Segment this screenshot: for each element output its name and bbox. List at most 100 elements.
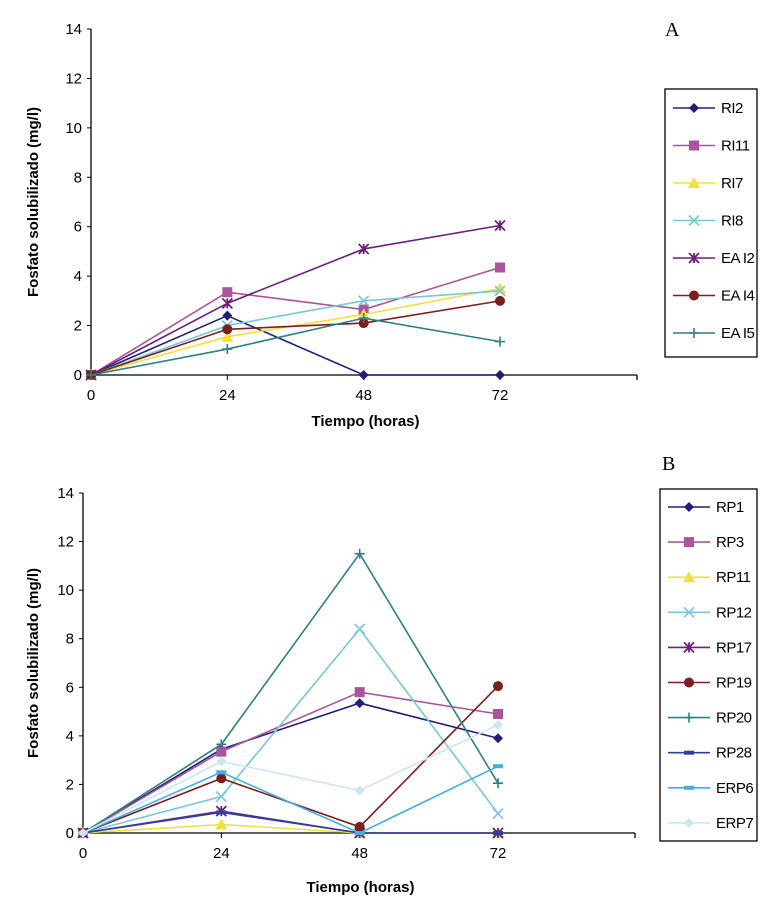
series-eai4	[86, 295, 505, 380]
y-tick-label: 14	[57, 485, 74, 502]
series-rp12	[77, 623, 504, 839]
legend: RP1 RP3 RP11 RP12 RP17 RP19 RP20 RP28 ERP6 ERP7	[659, 488, 758, 842]
data-point	[358, 370, 369, 380]
data-point	[493, 681, 503, 692]
data-point	[216, 770, 227, 775]
x-tick-label: 72	[492, 387, 509, 404]
legend-item: RP12	[668, 604, 752, 621]
series-line	[82, 552, 499, 834]
y-axis-title: Fosfato solubilizado (mg/l)	[25, 107, 42, 297]
legend: RI2 RI11 RI7 RI8 EA I2 EA I4 EA I5	[664, 88, 758, 358]
data-point	[222, 324, 233, 335]
legend-marker	[683, 641, 695, 654]
data-point	[495, 370, 505, 380]
data-point	[354, 821, 365, 832]
series-line	[90, 266, 501, 376]
data-point	[216, 746, 227, 757]
data-point	[493, 764, 503, 769]
data-point	[494, 219, 506, 232]
legend-label: RI2	[721, 100, 743, 117]
series-rp28	[78, 810, 503, 835]
data-point	[221, 330, 234, 342]
data-point	[494, 285, 506, 297]
series-rp3	[78, 687, 503, 838]
data-point	[493, 709, 503, 719]
legend-label: RP20	[716, 710, 752, 727]
series-line	[90, 317, 501, 376]
series-line	[90, 314, 500, 376]
legend-item: RI7	[673, 175, 744, 192]
legend-label: RP17	[716, 639, 752, 656]
data-point	[493, 733, 503, 744]
series-line	[90, 224, 501, 376]
data-point	[216, 773, 227, 784]
legend-item: EA I2	[673, 250, 755, 267]
legend-marker	[684, 712, 694, 723]
series-line	[90, 300, 501, 376]
legend-item: RP3	[668, 534, 744, 551]
y-tick-label: 0	[74, 367, 82, 384]
data-point	[354, 548, 365, 559]
legend-item: RP17	[668, 639, 752, 656]
series-line	[82, 823, 498, 834]
y-tick-label: 10	[57, 582, 74, 599]
data-point	[215, 791, 227, 803]
data-point	[493, 831, 503, 835]
legend-label: EA I5	[721, 325, 755, 342]
data-point	[221, 297, 233, 309]
y-tick-label: 6	[74, 219, 82, 236]
x-tick-label: 24	[219, 387, 236, 404]
data-point	[495, 336, 505, 347]
y-tick-label: 8	[66, 631, 74, 648]
legend-marker	[688, 252, 700, 264]
series-eai5	[86, 313, 505, 380]
y-tick-label: 6	[66, 679, 74, 696]
legend-marker	[689, 290, 699, 301]
series-line	[82, 724, 499, 834]
y-tick-label: 2	[74, 318, 82, 335]
data-point	[495, 262, 505, 273]
legend-marker	[688, 177, 700, 188]
legend-item: ERP7	[668, 815, 754, 832]
legend-item: RI2	[673, 100, 744, 117]
x-axis-title: Tiempo (horas)	[311, 413, 419, 430]
data-point	[354, 785, 365, 796]
data-point	[493, 719, 503, 730]
y-tick-label: 8	[74, 169, 82, 186]
legend-item: RP19	[668, 675, 752, 692]
legend-marker	[688, 214, 700, 227]
series-line	[90, 290, 501, 376]
legend-marker	[684, 677, 694, 688]
x-tick-label: 0	[79, 845, 87, 862]
y-tick-label: 4	[74, 268, 82, 285]
y-tick-label: 2	[66, 776, 74, 793]
legend-item: RI8	[673, 213, 744, 230]
series-line	[82, 765, 499, 834]
x-tick-label: 0	[87, 387, 95, 404]
series-line	[82, 691, 499, 834]
legend-item: ERP6	[668, 780, 754, 797]
legend-label: RI8	[721, 213, 743, 230]
data-point	[222, 344, 233, 355]
legend-label: RP19	[716, 675, 752, 692]
legend-marker	[684, 817, 694, 828]
legend-label: EA I4	[721, 288, 755, 305]
data-point	[354, 698, 365, 709]
x-tick-label: 48	[351, 845, 368, 862]
data-point	[222, 287, 233, 298]
series-line	[82, 627, 499, 834]
y-tick-label: 4	[66, 728, 74, 745]
legend-item: RP11	[668, 569, 751, 586]
x-tick-label: 72	[490, 845, 507, 862]
legend-marker	[684, 750, 694, 755]
legend-label: RI11	[721, 138, 750, 155]
data-point	[358, 295, 370, 307]
y-tick-label: 0	[66, 825, 74, 842]
x-tick-label: 48	[355, 387, 372, 404]
legend-marker	[684, 537, 694, 548]
legend-marker	[689, 328, 699, 338]
series-erp7	[78, 719, 503, 838]
